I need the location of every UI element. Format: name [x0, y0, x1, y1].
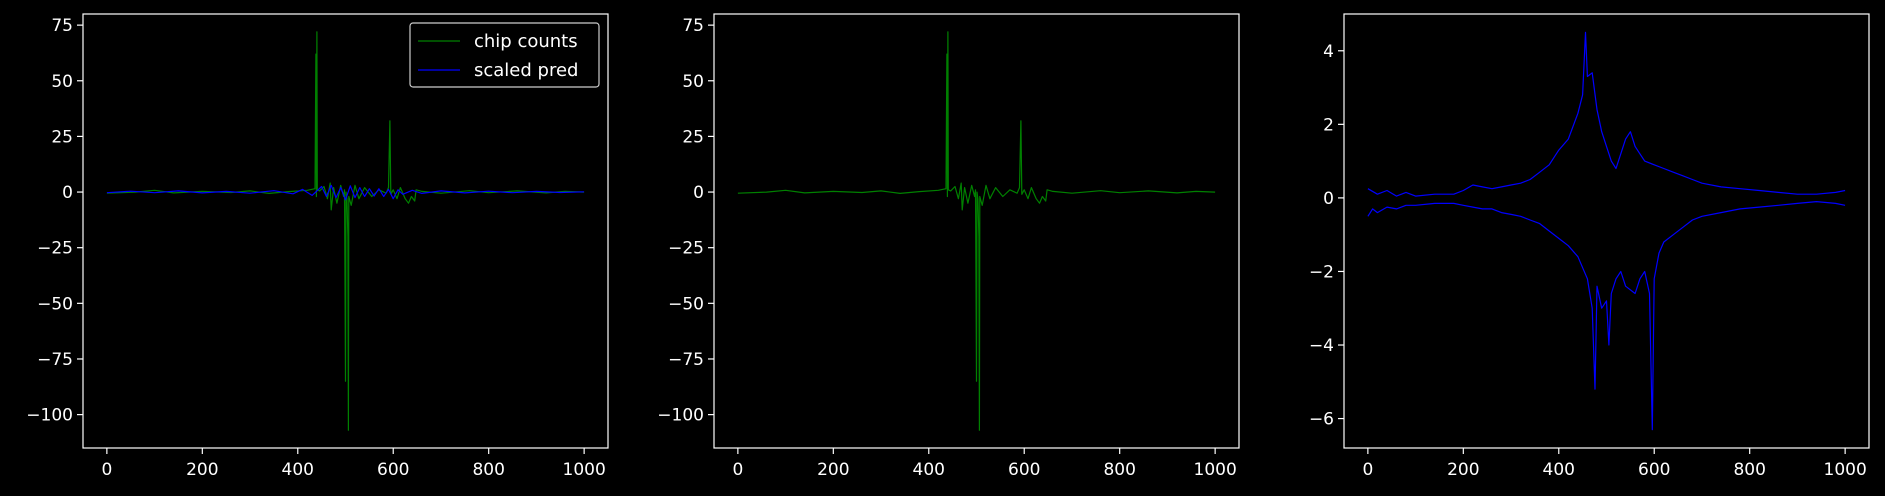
subplot-2-y-tick-label: 0	[693, 183, 704, 203]
subplot-2-y-tick-label: −50	[668, 294, 704, 314]
subplot-2-y-tick-label: −100	[657, 406, 704, 426]
subplot-1-y-tick-label: −75	[37, 350, 73, 370]
subplot-1-y-tick-label: 25	[51, 127, 73, 147]
subplot-2-x-tick-label: 0	[732, 460, 743, 480]
subplot-1-series	[106, 31, 585, 431]
subplot-3: 0 200 400 600 800 1000 −6 −4 −2 0 2 4	[1309, 13, 1870, 480]
subplot-1-x-tick-label: 400	[282, 460, 314, 480]
subplot-1-series-1-line	[106, 31, 585, 431]
subplot-1-series-2-line	[106, 184, 585, 201]
subplot-3-y-tick-label: 4	[1323, 42, 1334, 62]
legend-label-chip-counts: chip counts	[474, 31, 578, 52]
subplot-3-x-tick-label: 600	[1638, 460, 1670, 480]
subplot-1-y-tick-label: −100	[26, 406, 73, 426]
subplot-3-y-tick-label: −4	[1309, 336, 1334, 356]
subplot-2-y-tick-label: −75	[668, 350, 704, 370]
subplot-2-series-1-line	[737, 31, 1216, 431]
subplot-3-x-tick-label: 200	[1447, 460, 1479, 480]
subplot-2-series	[737, 31, 1216, 431]
subplot-2-y-tick-label: 75	[682, 16, 704, 36]
legend-label-scaled-pred: scaled pred	[474, 60, 578, 81]
subplot-1-y-tick-label: −50	[37, 294, 73, 314]
subplot-2-ticks: 0 200 400 600 800 1000 −100 −75 −50 −25 0 25 50 75	[657, 16, 1236, 480]
subplot-3-y-tick-label: −2	[1309, 262, 1334, 282]
subplot-1-y-tick-label: 75	[51, 16, 73, 36]
subplot-2-x-tick-label: 600	[1008, 460, 1040, 480]
subplot-1-x-tick-label: 600	[377, 460, 409, 480]
subplot-1-y-tick-label: −25	[37, 239, 73, 259]
subplot-1-y-tick-label: 0	[62, 183, 73, 203]
subplot-3-x-tick-label: 1000	[1824, 460, 1867, 480]
subplot-1-x-tick-label: 1000	[563, 460, 606, 480]
subplot-3-x-tick-label: 400	[1543, 460, 1575, 480]
subplot-1-y-tick-label: 50	[51, 72, 73, 92]
subplot-1: 0 200 400 600 800 1000 −100 −75 −50 −25 0 25 50 75 ch…	[26, 13, 609, 480]
subplot-2-y-tick-label: 50	[682, 72, 704, 92]
subplot-3-y-tick-label: 2	[1323, 115, 1334, 135]
subplot-2-y-tick-label: 25	[682, 127, 704, 147]
subplot-2-x-tick-label: 800	[1103, 460, 1135, 480]
subplot-3-y-tick-label: −6	[1309, 410, 1334, 430]
subplot-2-x-tick-label: 200	[817, 460, 849, 480]
legend-box	[409, 22, 600, 88]
subplot-3-series-1-line	[1367, 31, 1846, 197]
subplot-1-x-tick-label: 800	[472, 460, 504, 480]
subplot-1-x-tick-label: 200	[186, 460, 218, 480]
subplot-2-y-tick-label: −25	[668, 239, 704, 259]
subplot-3-y-tick-label: 0	[1323, 189, 1334, 209]
subplot-3-series-2-line	[1367, 201, 1846, 431]
subplot-3-x-tick-label: 0	[1362, 460, 1373, 480]
subplot-2-axes-frame	[713, 13, 1240, 449]
subplot-3-series	[1367, 31, 1846, 431]
subplot-1-axes-frame	[82, 13, 609, 449]
subplot-1-ticks: 0 200 400 600 800 1000 −100 −75 −50 −25 0 25 50 75	[26, 16, 605, 480]
subplot-2-x-tick-label: 400	[913, 460, 945, 480]
subplot-2: 0 200 400 600 800 1000 −100 −75 −50 −25 0 25 50 75	[657, 13, 1240, 480]
subplot-3-x-tick-label: 800	[1733, 460, 1765, 480]
subplot-3-axes-frame	[1343, 13, 1870, 449]
subplot-3-ticks: 0 200 400 600 800 1000 −6 −4 −2 0 2 4	[1309, 42, 1867, 480]
subplot-1-x-tick-label: 0	[101, 460, 112, 480]
subplot-2-x-tick-label: 1000	[1194, 460, 1237, 480]
legend: chip counts scaled pred	[409, 22, 600, 88]
